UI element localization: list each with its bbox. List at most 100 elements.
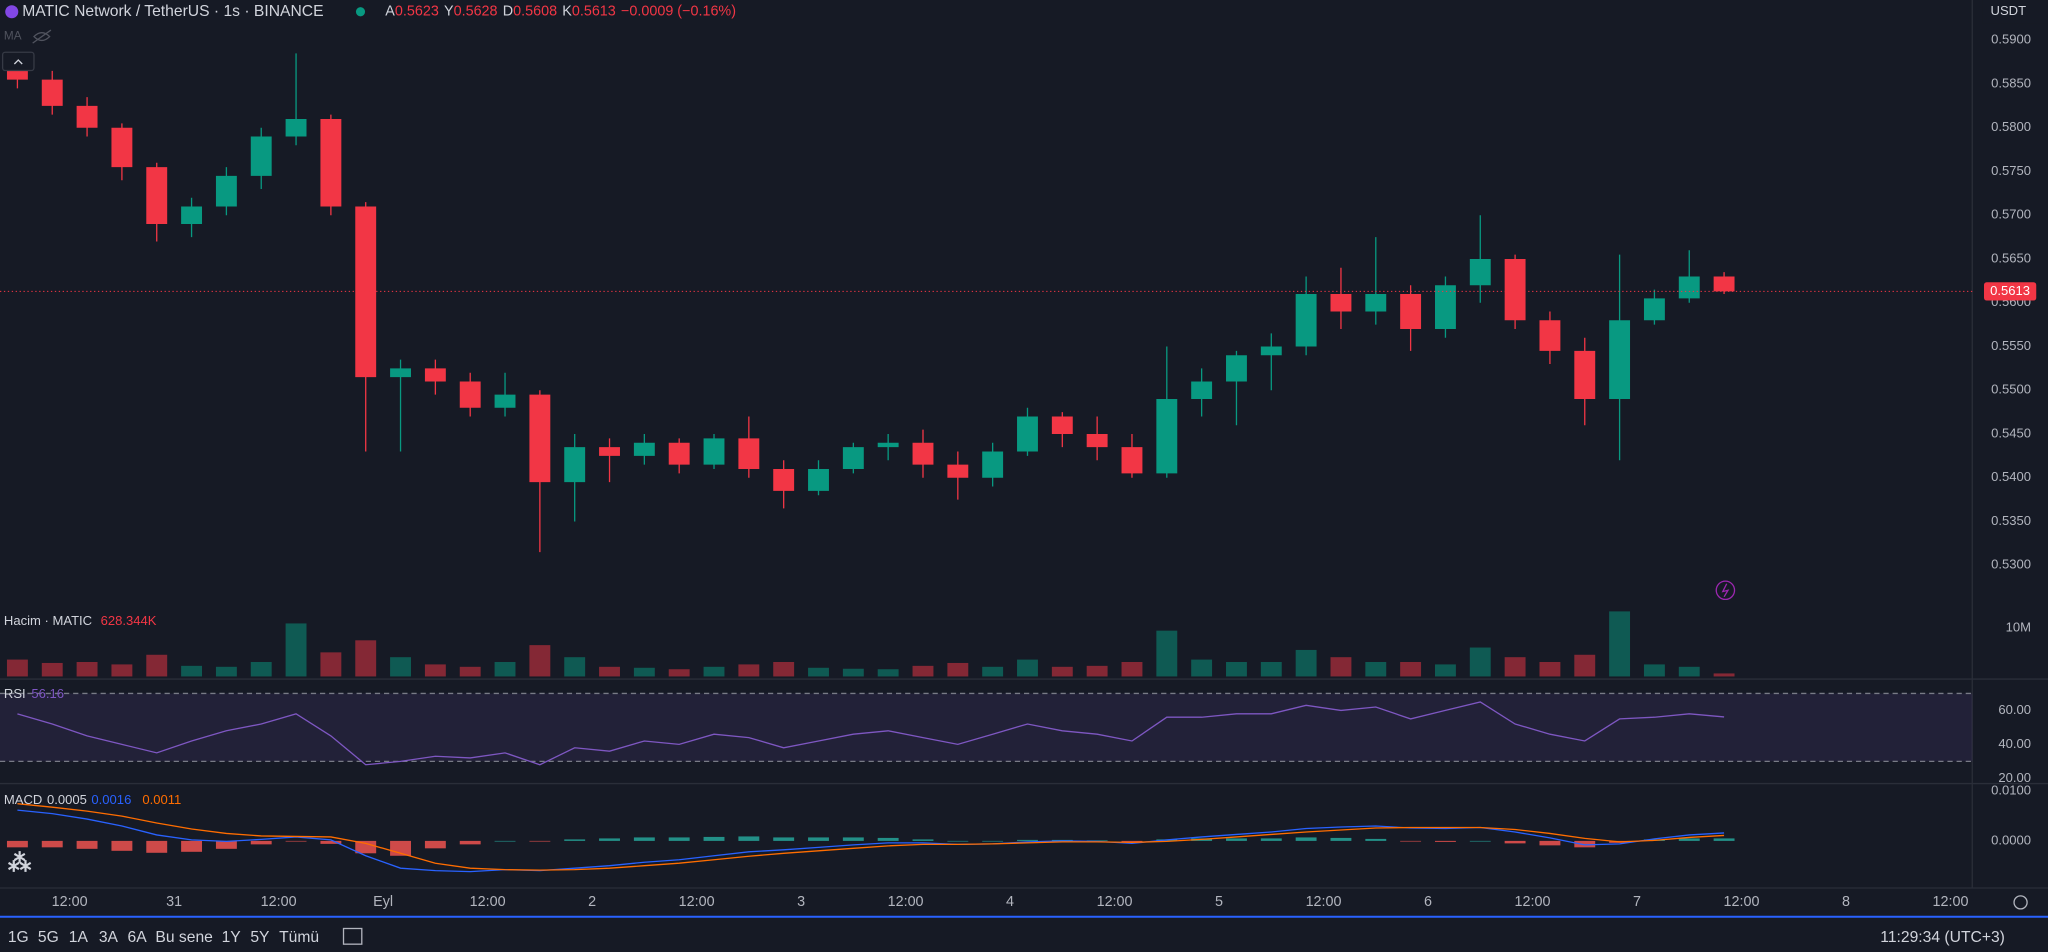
volume-bar [320, 652, 342, 677]
y-tick-label: 0.5450 [1991, 425, 2031, 440]
range-button[interactable]: 5G [38, 929, 59, 946]
x-tick-label: 12:00 [261, 894, 297, 910]
macd-histogram [877, 837, 899, 841]
candle-body [285, 119, 307, 137]
macd-histogram [1504, 840, 1526, 844]
candle-body [1574, 350, 1596, 400]
volume-bar [459, 666, 481, 677]
volume-bar [1539, 661, 1561, 677]
volume-bar [1156, 630, 1178, 677]
range-button[interactable]: 6A [128, 929, 148, 946]
last-price-tag [1984, 282, 2037, 301]
macd-histogram [1574, 840, 1596, 848]
macd-histogram [703, 836, 725, 841]
volume-bar [1609, 611, 1631, 677]
macd-histogram [1434, 840, 1456, 842]
candle-body [1260, 346, 1282, 356]
symbol-title[interactable]: MATIC Network / TetherUS · 1s · BINANCE [22, 3, 323, 20]
currency[interactable]: USDT [1991, 3, 2027, 18]
candle-body [250, 136, 272, 176]
macd-histogram [459, 840, 481, 845]
y-tick-label: 10M [2006, 620, 2031, 635]
candle-body [215, 175, 237, 207]
x-tick-label: 12:00 [679, 894, 715, 910]
x-tick-label: 4 [1006, 894, 1014, 910]
visibility-icon[interactable] [32, 29, 52, 44]
pane-title: RSI [4, 686, 26, 701]
candle-body [1539, 320, 1561, 351]
x-tick-label: 3 [797, 894, 805, 910]
macd-histogram [1260, 838, 1282, 841]
macd-histogram [529, 840, 551, 842]
ohlc-change: −0.0009 (−0.16%) [621, 4, 736, 20]
candle-body [668, 442, 690, 465]
x-tick-label: 12:00 [1933, 894, 1969, 910]
macd-histogram [599, 838, 620, 841]
candle-body [1678, 276, 1700, 299]
y-tick-label: 0.5700 [1991, 207, 2031, 222]
volume-bar [599, 666, 620, 677]
candle-body [1400, 294, 1422, 330]
macd-histogram [1539, 840, 1561, 846]
candle-body [633, 442, 655, 456]
candle-body [41, 79, 63, 106]
labels: 12:00 31 12:00 Eyl 12:00 2 12:00 3 12:00 4 12:00 5 1… [4, 32, 2037, 910]
volume-bar [1574, 654, 1596, 677]
macd-histogram [320, 840, 342, 844]
y-tick-label: 0.5400 [1991, 469, 2031, 484]
candle-body [877, 442, 899, 448]
macd-histogram [912, 839, 934, 841]
volume-bar [1504, 657, 1526, 677]
calendar-icon[interactable] [342, 927, 363, 945]
candle-body [181, 206, 203, 225]
candle-body [1017, 416, 1038, 452]
x-tick-label: 7 [1633, 894, 1641, 910]
y-tick-label: 0.5350 [1991, 513, 2031, 528]
collapse-button[interactable] [1, 51, 35, 72]
range-button[interactable]: Tümü [279, 929, 319, 946]
currency-box[interactable] [1982, 0, 2048, 24]
alert-icon[interactable] [1715, 580, 1736, 601]
y-tick-label: 0.5500 [1991, 382, 2031, 397]
macd-histogram [424, 840, 446, 849]
candle-body [1051, 416, 1073, 435]
x-tick-label: 5 [1215, 894, 1223, 910]
macd-histogram [181, 840, 203, 852]
candle-body [1434, 285, 1456, 330]
macd-histogram [494, 840, 516, 842]
volume-bar [494, 661, 516, 677]
volume-bar [76, 661, 98, 677]
range-button[interactable]: 1Y [222, 929, 242, 946]
candle-body [599, 447, 620, 456]
range-button[interactable]: 1G [8, 929, 29, 946]
volume-bar [947, 662, 969, 677]
volume-bar [1226, 661, 1247, 677]
volume-bar [529, 645, 551, 677]
macd-histogram [1330, 837, 1352, 841]
ohlc-key: A [385, 4, 395, 20]
range-button[interactable]: Bu sene [155, 929, 213, 946]
y-tick-label: 0.5650 [1991, 250, 2031, 265]
x-tick-label: 6 [1424, 894, 1432, 910]
range-button[interactable]: 3A [99, 929, 119, 946]
macd-histogram [1365, 838, 1387, 841]
candle-body [76, 105, 98, 128]
symbol-icon [5, 5, 19, 19]
macd-histogram [1295, 837, 1317, 841]
y-tick-label: 0.5550 [1991, 338, 2031, 353]
ohlc-key: K [562, 4, 572, 20]
candle-body [738, 438, 760, 470]
volume-bar [41, 662, 63, 677]
pane-value: 0.0005 [47, 792, 87, 807]
candle-body [390, 368, 411, 378]
volume-bar [1643, 664, 1665, 677]
range-button[interactable]: 5Y [250, 929, 270, 946]
range-button[interactable]: 1A [69, 929, 89, 946]
settings-icon[interactable] [2013, 895, 2028, 910]
indicator-name[interactable]: MA [4, 30, 22, 43]
ohlc-key: Y [444, 4, 454, 20]
candle-body [1121, 447, 1143, 474]
y-tick-label: 0.5900 [1991, 32, 2031, 47]
candle-body [1504, 259, 1526, 321]
